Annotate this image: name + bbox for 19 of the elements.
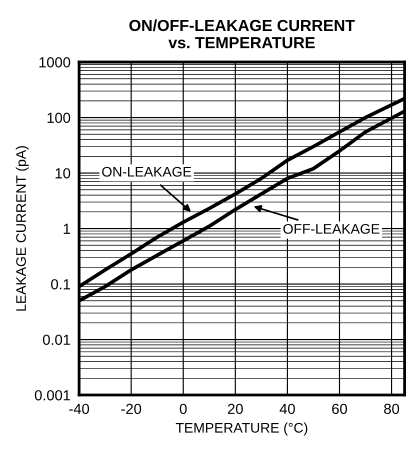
y-tick-label: 1000 [39, 57, 70, 68]
y-tick-label: 100 [48, 112, 70, 123]
annotation: ON-LEAKAGE [102, 166, 192, 177]
x-axis-title: TEMPERATURE (°C) [176, 422, 308, 436]
x-tick-label: -20 [121, 404, 142, 414]
x-tick-label: 60 [332, 404, 348, 414]
y-tick-label: 10 [56, 168, 70, 178]
x-tick-label: 20 [228, 404, 243, 414]
x-tick-label: 0 [180, 404, 187, 414]
x-tick-label: -40 [69, 404, 90, 414]
y-tick-label: 0.01 [42, 334, 70, 345]
x-tick-label: 80 [384, 404, 400, 414]
y-axis-title: LEAKAGE CURRENT (pA) [16, 146, 29, 311]
y-tick-label: 0.001 [34, 390, 70, 400]
annotation: OFF-LEAKAGE [283, 224, 380, 234]
x-tick-label: 40 [280, 404, 295, 414]
y-tick-label: 1 [64, 224, 70, 234]
chart-title: ON/OFF-LEAKAGE CURRENT vs. TEMPERATURE [129, 19, 355, 48]
y-tick-label: 0.1 [51, 279, 70, 290]
